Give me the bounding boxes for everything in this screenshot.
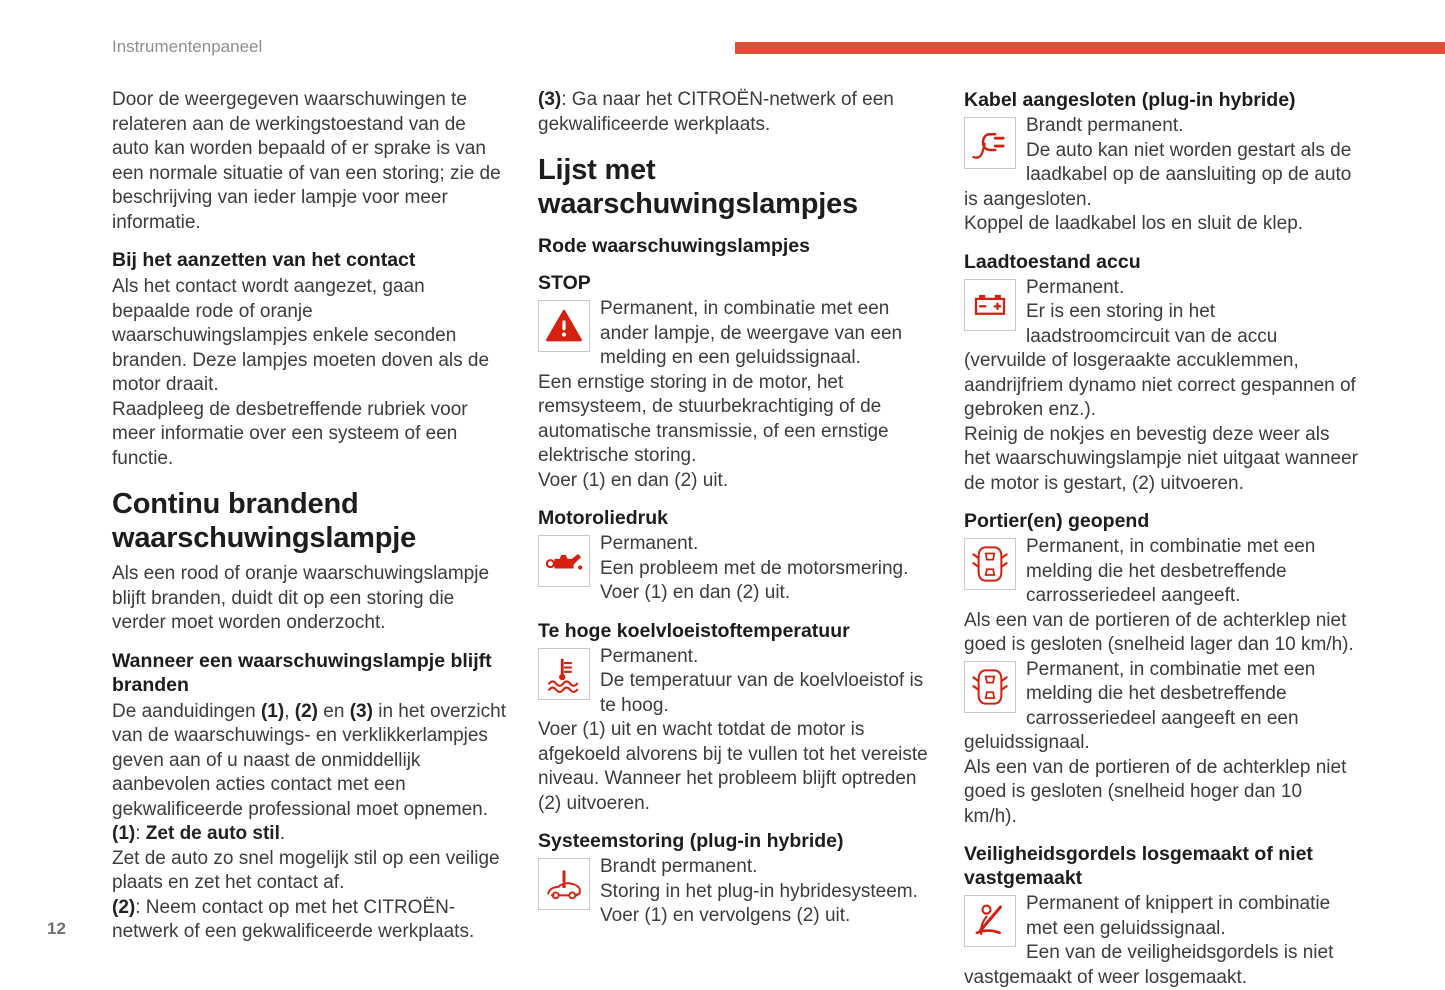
lamp-text: Permanent. (600, 533, 699, 554)
oil-can-icon (538, 535, 590, 587)
paragraph: Raadpleeg de desbetreffende rubriek voor… (112, 398, 468, 469)
lamp-text: Reinig de nokjes en bevestig deze weer a… (964, 423, 1358, 494)
lamp-text: Storing in het plug-in hybridesysteem. (600, 880, 918, 902)
lamp-text: Brandt permanent. (1026, 115, 1184, 136)
lamp-title: Portier(en) geopend (964, 510, 1150, 532)
lamp-title: STOP (538, 272, 591, 294)
warning-triangle-icon (538, 300, 590, 352)
lamp-text: Permanent of knippert in combinatie met … (1026, 893, 1331, 939)
lamp-entry-stop: STOP Permanent, in combinatie met een an… (538, 271, 934, 493)
heading-continu: Continu brandend waarschuwingslampje (112, 488, 417, 554)
lamp-text: Een probleem met de motorsmering. (600, 557, 909, 579)
content-columns: Door de weergegeven waarschuwingen te re… (112, 88, 1360, 990)
paragraph: Als het contact wordt aangezet, gaan bep… (112, 276, 490, 395)
lamp-text: Als een van de portieren of de achterkle… (964, 756, 1347, 827)
coolant-temperature-icon (538, 647, 590, 700)
lamp-entry-accu: Laadtoestand accu Permanent. Er is een s… (964, 250, 1360, 497)
lamp-text: Een van de veiligheidsgordels is niet va… (964, 942, 1334, 988)
lamp-title: Te hoge koelvloeistoftemperatuur (538, 619, 850, 642)
lamp-entry-kabel: Kabel aangesloten (plug-in hybride) Bran… (964, 88, 1360, 237)
lamp-text: Permanent, in combinatie met een ander l… (600, 298, 903, 368)
heading-lijst: Lijst met waarschuwingslampjes (538, 154, 858, 220)
lamp-text: Voer (1) en dan (2) uit. (538, 469, 729, 491)
lamp-entry-veiligheidsgordels: Veiligheidsgordels losgemaakt of niet va… (964, 842, 1360, 990)
lamp-entry-koelvloeistof: Te hoge koelvloeistoftemperatuur Permane… (538, 619, 934, 817)
paragraph: De aanduidingen (1), (2) en (3) in het o… (112, 700, 507, 820)
lamp-entry-systeemstoring: Systeemstoring (plug-in hybride) Brandt … (538, 829, 934, 929)
heading-blijft-branden: Wanneer een waarschuwingslampje blijft b… (112, 649, 492, 696)
lamp-text: Permanent, in combinatie met een melding… (1026, 536, 1316, 606)
lamp-text: Koppel de laadkabel los en sluit de klep… (964, 213, 1304, 234)
lamp-text: Een ernstige storing in de motor, het re… (538, 371, 889, 467)
paragraph: Zet de auto zo snel mogelijk stil op een… (112, 847, 500, 894)
paragraph: (1): Zet de auto stil. (112, 823, 286, 844)
intro-paragraph: Door de weergegeven waarschuwingen te re… (112, 89, 501, 233)
page-header-label: Instrumentenpaneel (112, 37, 263, 56)
battery-icon (964, 278, 1016, 331)
column-3: Kabel aangesloten (plug-in hybride) Bran… (964, 88, 1360, 990)
lamp-text: Er is een storing in het laadstroomcircu… (964, 301, 1356, 420)
lamp-text: Permanent. (1026, 276, 1125, 298)
paragraph: Als een rood of oranje waarschuwingslamp… (112, 563, 490, 633)
lamp-text: Als een van de portieren of de achterkle… (964, 609, 1354, 656)
door-open-icon (964, 660, 1016, 713)
page-number: 12 (47, 919, 66, 938)
paragraph: (2): Neem contact op met het CITROËN-net… (112, 896, 475, 943)
door-open-icon (964, 538, 1016, 590)
lamp-text: Voer (1) en dan (2) uit. (600, 582, 791, 603)
lamp-title: Kabel aangesloten (plug-in hybride) (964, 89, 1296, 111)
seatbelt-icon (964, 895, 1016, 947)
lamp-entry-oliedruk: Motoroliedruk Permanent. Een probleem me… (538, 506, 934, 606)
lamp-text: Brandt permanent. (600, 856, 758, 877)
heading-rode-lampjes: Rode waarschuwingslampjes (538, 235, 811, 257)
charging-plug-icon (964, 117, 1016, 169)
column-1: Door de weergegeven waarschuwingen te re… (112, 88, 508, 990)
lamp-text: Voer (1) en vervolgens (2) uit. (600, 905, 851, 926)
lamp-text: De temperatuur van de koelvloeistof is t… (600, 670, 924, 716)
lamp-entry-portieren: Portier(en) geopend Permanent, in combin… (964, 509, 1360, 829)
lamp-text: Permanent. (600, 645, 699, 667)
paragraph: (3): Ga naar het CITROËN-netwerk of een … (538, 89, 894, 135)
lamp-title: Veiligheidsgordels losgemaakt of niet va… (964, 843, 1313, 889)
lamp-title: Systeemstoring (plug-in hybride) (538, 830, 844, 852)
lamp-text: Permanent, in combinatie met een melding… (964, 658, 1316, 754)
lamp-title: Laadtoestand accu (964, 250, 1141, 273)
lamp-text: De auto kan niet worden gestart als de l… (964, 139, 1352, 210)
lamp-text: Voer (1) uit en wacht totdat de motor is… (538, 719, 928, 814)
hybrid-system-fault-icon (538, 858, 590, 910)
heading-contact: Bij het aanzetten van het contact (112, 249, 416, 271)
accent-bar (735, 42, 1445, 54)
lamp-title: Motoroliedruk (538, 507, 668, 529)
column-2: (3): Ga naar het CITROËN-netwerk of een … (538, 88, 934, 990)
